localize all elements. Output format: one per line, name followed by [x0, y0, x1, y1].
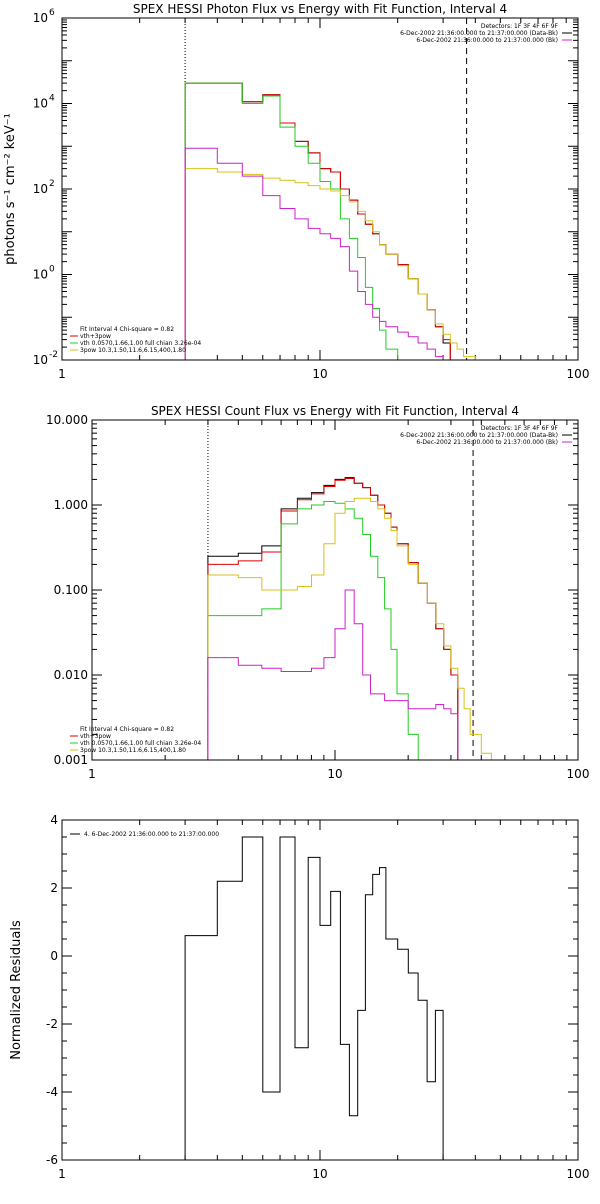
- series-black-1: [184, 836, 444, 1160]
- legend-bottom-left-text: vth+3pow: [80, 733, 111, 740]
- legend-bottom-left-text: vth 0.0570,1.66,1.00 full chian 3.26e-04: [80, 340, 201, 347]
- y-tick-exponent: 0: [49, 265, 55, 275]
- plot-frame: [61, 17, 579, 361]
- series-black-1: [184, 82, 451, 360]
- series-group: [184, 82, 476, 360]
- chart-panel-2: SPEX HESSI Count Flux vs Energy with Fit…: [46, 404, 589, 781]
- y-tick-label: 0.010: [54, 668, 88, 682]
- y-axis-label: photons s⁻¹ cm⁻² keV⁻¹: [3, 113, 18, 265]
- y-tick-label: -6: [46, 1153, 58, 1167]
- legend-bottom-left-text: 3pow 10.3,1.50,11.6,6.15,400,1.80: [80, 347, 186, 354]
- y-tick-label: 10: [33, 11, 48, 25]
- y-tick-label: 0.100: [54, 583, 88, 597]
- y-tick-label: 10: [33, 97, 48, 111]
- x-tick-label: 100: [567, 767, 590, 781]
- legend-top-right-text: 6-Dec-2002 21:36:00.000 to 21:37:00.000 …: [400, 30, 558, 37]
- y-tick-label: 10.000: [46, 413, 88, 427]
- x-tick-label: 100: [567, 367, 590, 381]
- chart-panel-1: SPEX HESSI Photon Flux vs Energy with Fi…: [3, 2, 589, 381]
- y-tick-label: 10: [33, 182, 48, 196]
- y-tick-exponent: -2: [49, 350, 58, 360]
- legend-top-right-text: 6-Dec-2002 21:36:00.000 to 21:37:00.000 …: [400, 432, 558, 439]
- legend-bottom-left-text: vth 0.0570,1.66,1.00 full chian 3.26e-04: [80, 740, 201, 747]
- x-tick-label: 1: [88, 767, 96, 781]
- chart-title: SPEX HESSI Photon Flux vs Energy with Fi…: [133, 2, 507, 16]
- x-tick-label: 1: [58, 367, 66, 381]
- legend-bottom-left-text: vth+3pow: [80, 333, 111, 340]
- series-red-2: [184, 82, 451, 360]
- series-group: [184, 836, 444, 1160]
- x-tick-label: 10: [312, 1167, 327, 1181]
- legend-bottom-left-text: Fit Interval 4 Chi-square = 0.82: [80, 326, 174, 333]
- plot-frame: [91, 419, 579, 761]
- y-tick-label: 4: [50, 813, 58, 827]
- y-tick-label: 10: [33, 353, 48, 367]
- chart-panel-3: 1 10 100 -6 -4 -2 0 2 4 Normalized Residuals 4. 6-…: [9, 813, 589, 1181]
- y-tick-label: -2: [46, 1017, 58, 1031]
- series-yellow-4: [207, 497, 492, 760]
- y-axis-label: Normalized Residuals: [9, 920, 24, 1060]
- legend-top-left-text: 4. 6-Dec-2002 21:36:00.000 to 21:37:00.0…: [84, 831, 219, 838]
- y-tick-label: 0.001: [54, 753, 88, 767]
- series-green-3: [184, 82, 409, 360]
- y-tick-label: -4: [46, 1085, 58, 1099]
- legend-top-right-text: 6-Dec-2002 21:36:00.000 to 21:37:00.000 …: [416, 439, 558, 446]
- y-tick-label: 10: [33, 268, 48, 282]
- x-tick-label: 10: [327, 767, 342, 781]
- legend-top-right-text: Detectors: 1F 3F 4F 6F 9F: [481, 23, 559, 30]
- legend-top-right-text: 6-Dec-2002 21:36:00.000 to 21:37:00.000 …: [416, 37, 558, 44]
- y-tick-label: 0: [50, 949, 58, 963]
- series-red-2: [207, 478, 459, 760]
- series-group: [207, 477, 492, 760]
- legend-top-right-text: Detectors: 1F 3F 4F 6F 9F: [481, 425, 559, 432]
- y-tick-label: 2: [50, 881, 58, 895]
- series-green-3: [207, 501, 428, 760]
- plot-frame: [61, 819, 579, 1161]
- legend-bottom-left-text: Fit Interval 4 Chi-square = 0.82: [80, 726, 174, 733]
- series-magenta-5: [184, 147, 444, 360]
- legend-bottom-left-text: 3pow 10.3,1.50,11.6,6.15,400,1.80: [80, 747, 186, 754]
- x-tick-label: 100: [567, 1167, 590, 1181]
- series-magenta-5: [207, 589, 459, 760]
- series-black-1: [207, 477, 459, 760]
- y-tick-exponent: 6: [49, 8, 55, 18]
- chart-title: SPEX HESSI Count Flux vs Energy with Fit…: [151, 404, 519, 418]
- x-tick-label: 10: [312, 367, 327, 381]
- y-tick-label: 1.000: [54, 498, 88, 512]
- x-tick-label: 1: [58, 1167, 66, 1181]
- y-tick-exponent: 2: [49, 179, 55, 189]
- series-yellow-4: [184, 168, 476, 360]
- y-tick-exponent: 4: [49, 94, 55, 104]
